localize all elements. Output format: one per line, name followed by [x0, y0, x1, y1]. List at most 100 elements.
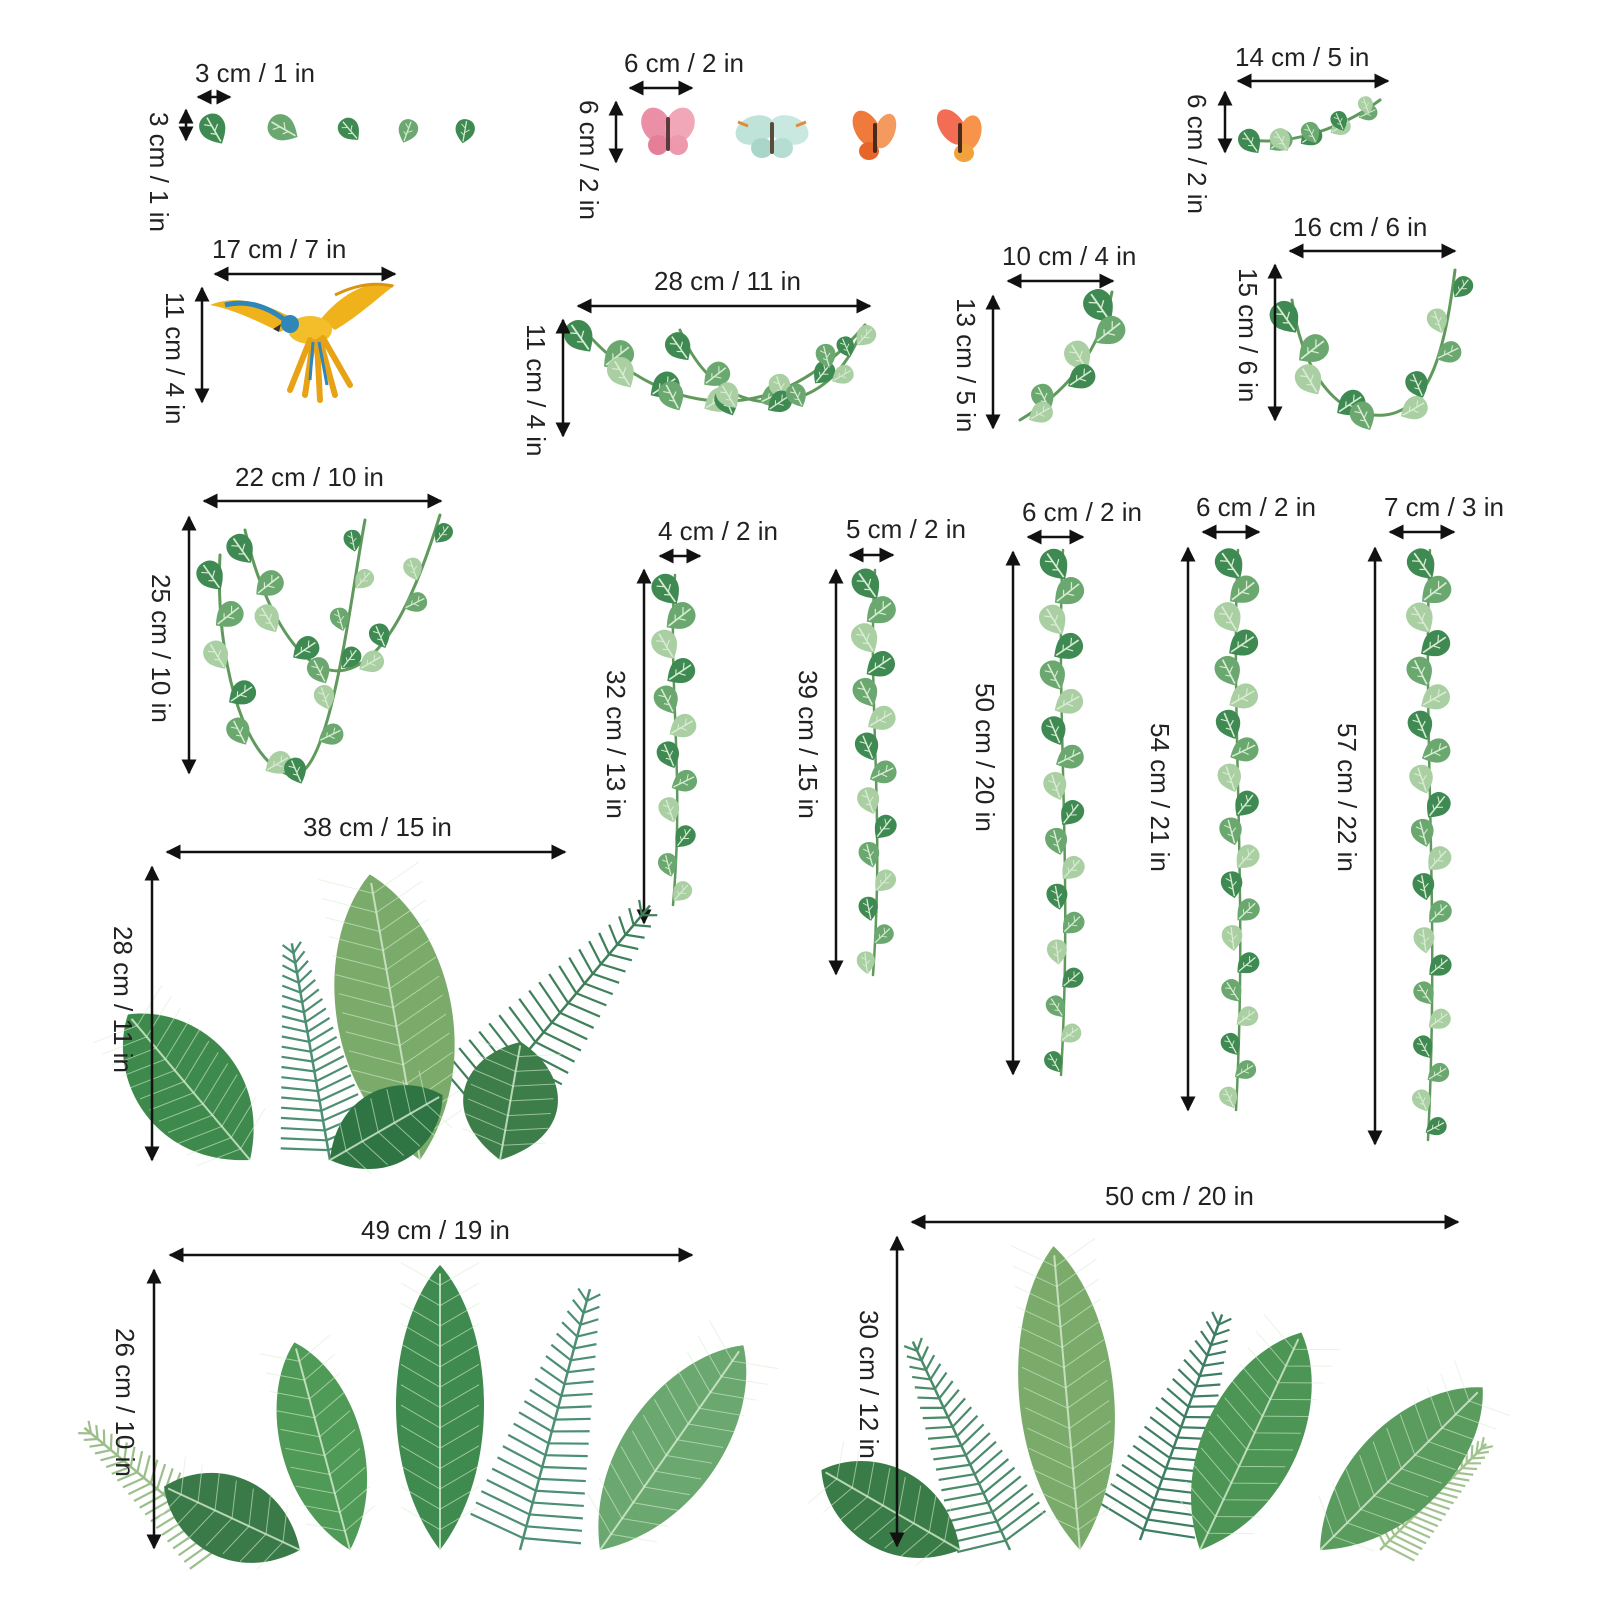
leaf-shape: [1406, 656, 1432, 687]
leaf-shape: [343, 529, 362, 552]
leaf-shape: [1054, 688, 1084, 714]
leaf-shape: [1044, 1051, 1063, 1073]
leaf-shape: [1219, 817, 1242, 846]
leaf-shape: [1425, 1117, 1447, 1136]
small-sprig-group: 14 cm / 5 in 6 cm / 2 in: [1182, 42, 1390, 214]
leaf-shape: [704, 361, 731, 386]
leaf-shape: [873, 924, 894, 944]
hanging-vine-4-group: 6 cm / 2 in 54 cm / 21 in: [1145, 492, 1316, 1112]
leaf-shape: [673, 881, 693, 901]
leaf-shape: [869, 760, 897, 784]
leaf-shape: [1214, 602, 1241, 633]
tropical-leaf: [587, 1320, 779, 1551]
leaf-shape: [658, 381, 684, 411]
leaf-shape: [1234, 1060, 1257, 1079]
dimension-label: 7 cm / 3 in: [1384, 492, 1504, 522]
leaf-shape: [1235, 790, 1259, 816]
leaf-shape: [1039, 604, 1066, 635]
leaf-shape: [341, 646, 362, 669]
leaf-shape: [1095, 315, 1126, 345]
leaf-shape: [1214, 655, 1240, 686]
dimension-label: 6 cm / 2 in: [1022, 497, 1142, 527]
small-leaves-group: 3 cm / 1 in 3 cm / 1 in: [144, 58, 475, 232]
leaf-shape: [1068, 364, 1096, 389]
leaf-shape: [1054, 632, 1084, 659]
dimension-label: 3 cm / 1 in: [195, 58, 315, 88]
corner-vine: [1018, 288, 1126, 423]
leaf-shape: [1029, 401, 1053, 423]
leaf-shape: [767, 390, 792, 412]
leaf-shape: [669, 713, 697, 738]
leaf-shape: [1422, 738, 1451, 763]
leaf-cluster-1: [92, 861, 658, 1175]
leaf-shape: [1062, 855, 1085, 879]
leaf-shape: [293, 636, 320, 660]
tropical-leaf: [1177, 1313, 1340, 1551]
fern-frond: [470, 1287, 601, 1551]
leaf-shape: [203, 640, 229, 669]
garland-group: 28 cm / 11 in 11 cm / 4 in: [521, 266, 877, 456]
leaf-shape: [671, 769, 697, 792]
leaf-shape: [1045, 827, 1068, 855]
tropical-leaf: [1318, 1360, 1510, 1552]
leaf-shape: [653, 685, 678, 714]
leaf-shape: [337, 117, 359, 140]
hanging-vine-3-group: 6 cm / 2 in 50 cm / 20 in: [970, 497, 1142, 1077]
leaf-shape: [856, 951, 875, 975]
leaf-shape: [1236, 1006, 1259, 1026]
leaf-shape: [1429, 954, 1452, 976]
leaf-shape: [854, 732, 879, 761]
leaf-shape: [226, 533, 253, 563]
leaf-shape: [851, 623, 878, 653]
leaf-shape: [607, 356, 634, 388]
leaf-shape: [1422, 575, 1452, 603]
leaf-shape: [196, 560, 223, 590]
hanging-vine-1: [651, 573, 697, 907]
leaf-shape: [1299, 334, 1329, 362]
tropical-leaf: [260, 1334, 376, 1551]
dimension-label: 3 cm / 1 in: [144, 112, 174, 232]
leaf-shape: [403, 557, 422, 581]
hanging-vine-5: [1406, 548, 1452, 1142]
dimension-label: 4 cm / 2 in: [658, 516, 778, 546]
dimension-label: 16 cm / 6 in: [1293, 212, 1427, 242]
leaf-cluster-2-group: 49 cm / 19 in 26 cm / 10 in: [78, 1215, 779, 1570]
dimension-label: 6 cm / 2 in: [1196, 492, 1316, 522]
leaf-shape: [404, 592, 428, 612]
dimension-label: 22 cm / 10 in: [235, 462, 384, 492]
leaf-cluster-2: [78, 1262, 779, 1570]
leaf-shape: [667, 658, 696, 683]
leaf-shape: [856, 324, 877, 346]
leaf-shape: [1220, 871, 1243, 899]
leaf-shape: [665, 332, 691, 361]
leaf-shape: [867, 705, 896, 730]
leaf-shape: [836, 336, 854, 358]
leaf-shape: [1046, 883, 1068, 910]
leaf-shape: [1083, 288, 1113, 322]
dimension-label: 57 cm / 22 in: [1332, 723, 1362, 872]
leaf-shape: [1237, 898, 1260, 921]
leaf-shape: [874, 814, 897, 839]
leaf-shape: [1041, 716, 1066, 745]
leaf-shape: [1219, 1086, 1238, 1109]
dimension-label: 6 cm / 2 in: [574, 100, 604, 220]
leaf-shape: [1426, 308, 1448, 334]
dimension-label: 14 cm / 5 in: [1235, 42, 1369, 72]
leaf-shape: [1427, 791, 1451, 818]
leaf-shape: [1229, 683, 1259, 709]
leaf-shape: [1358, 96, 1373, 115]
swag-group: 16 cm / 6 in 15 cm / 6 in: [1233, 212, 1474, 430]
leaf-shape: [1453, 276, 1474, 298]
tropical-leaf: [154, 1456, 301, 1570]
dimension-label: 17 cm / 7 in: [212, 234, 346, 264]
leaf-shape: [1412, 1089, 1431, 1112]
leaf-shape: [1294, 364, 1322, 395]
leaf-shape: [832, 364, 854, 384]
leaf-shape: [1220, 1032, 1240, 1055]
dimension-label: 39 cm / 15 in: [793, 670, 823, 819]
leaf-shape: [858, 841, 880, 868]
leaf-shape: [1039, 548, 1068, 580]
leaf-shape: [866, 596, 896, 624]
dimension-label: 6 cm / 2 in: [624, 48, 744, 78]
